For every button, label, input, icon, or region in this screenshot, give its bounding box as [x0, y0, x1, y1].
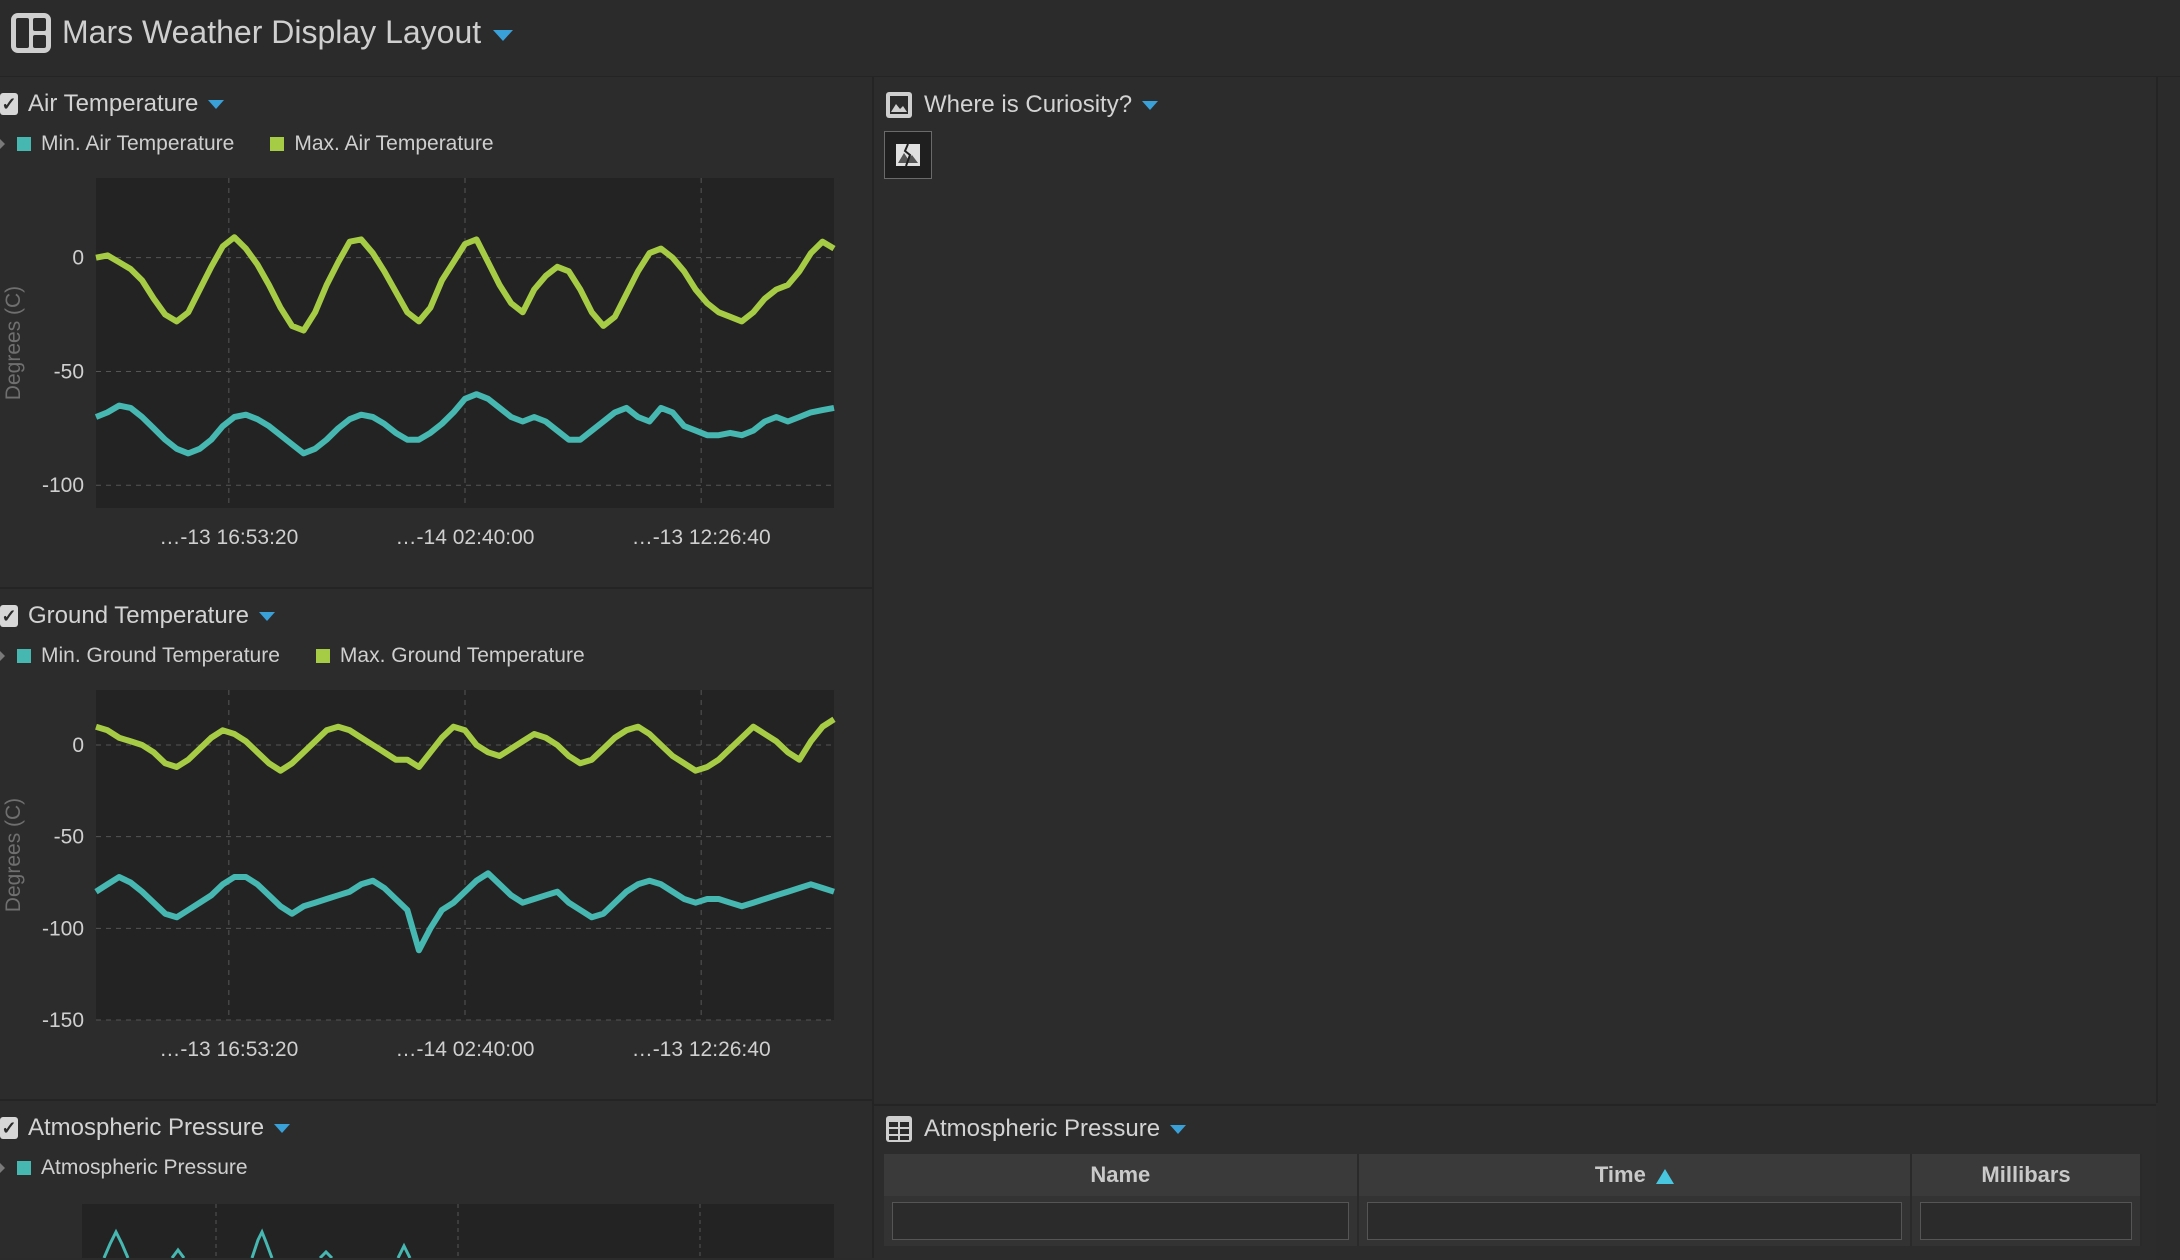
legend-item-max-ground[interactable]: Max. Ground Temperature [315, 644, 585, 668]
y-tick-label: 0 [72, 734, 84, 757]
filter-row [884, 1196, 2142, 1246]
pressure-table-menu-caret-icon[interactable] [1170, 1124, 1187, 1134]
legend-swatch-max [270, 137, 285, 151]
table-icon [886, 1116, 912, 1142]
legend-label: Min. Air Temperature [41, 132, 235, 155]
image-icon [886, 92, 912, 118]
ground-temperature-header: ✓ Ground Temperature [0, 602, 276, 630]
series-line-max [95, 234, 836, 334]
legend-swatch-max [315, 649, 330, 663]
ground-legend: Min. Ground Temperature Max. Ground Temp… [0, 644, 611, 668]
filter-cell [1357, 1196, 1913, 1246]
pressure-table-header: Atmospheric Pressure [884, 1114, 1187, 1144]
legend-item-max-air[interactable]: Max. Air Temperature [270, 132, 494, 156]
y-tick-label: -100 [42, 917, 84, 940]
legend-swatch-min [17, 137, 31, 151]
legend-item-min-ground[interactable]: Min. Ground Temperature [17, 644, 280, 668]
column-header-time[interactable]: Time [1357, 1154, 1913, 1196]
checkbox-icon[interactable]: ✓ [0, 605, 18, 627]
air-temperature-title: Air Temperature [28, 90, 199, 117]
series-line-min [94, 870, 835, 954]
air-legend: Min. Air Temperature Max. Air Temperatur… [0, 132, 520, 156]
pressure-menu-caret-icon[interactable] [274, 1123, 291, 1133]
y-axis-label: Degrees (C) [2, 286, 25, 400]
x-tick-label: …-13 16:53:20 [159, 1038, 298, 1061]
y-tick-label: 0 [72, 247, 84, 270]
pressure-title: Atmospheric Pressure [28, 1114, 265, 1141]
curiosity-menu-caret-icon[interactable] [1142, 100, 1159, 110]
series-line-max [95, 716, 836, 774]
pressure-header: ✓ Atmospheric Pressure [0, 1114, 291, 1142]
column-header-millibars[interactable]: Millibars [1911, 1154, 2142, 1196]
x-tick-label: …-13 12:26:40 [632, 526, 771, 549]
name-filter-input[interactable] [892, 1202, 1349, 1240]
legend-swatch-pressure [17, 1161, 31, 1175]
air-temperature-header: ✓ Air Temperature [0, 90, 225, 118]
sort-ascending-icon[interactable] [1655, 1168, 1674, 1184]
x-tick-label: …-13 16:53:20 [159, 526, 298, 549]
curiosity-header: Where is Curiosity? [884, 90, 1159, 120]
y-tick-label: -50 [54, 360, 84, 383]
legend-item-min-air[interactable]: Min. Air Temperature [17, 132, 234, 156]
pressure-series-line [102, 1228, 412, 1258]
ground-temperature-title: Ground Temperature [28, 602, 250, 629]
column-label: Name [1090, 1162, 1151, 1187]
air-temperature-chart[interactable]: 0 -50 -100 …-13 16:53:20 …-14 02:40:00 …-13 1… [0, 170, 860, 560]
filter-cell [884, 1196, 1359, 1246]
column-label: Time [1594, 1162, 1646, 1187]
legend-label: Max. Air Temperature [294, 132, 494, 155]
ground-menu-caret-icon[interactable] [259, 611, 276, 621]
pressure-legend: Atmospheric Pressure [0, 1156, 274, 1180]
pressure-chart[interactable] [0, 1196, 860, 1258]
checkbox-icon[interactable]: ✓ [0, 93, 18, 115]
legend-swatch-min [17, 649, 31, 663]
legend-expand-icon[interactable] [0, 651, 5, 661]
legend-label: Max. Ground Temperature [339, 644, 585, 667]
x-tick-label: …-13 12:26:40 [632, 1038, 771, 1061]
curiosity-title: Where is Curiosity? [924, 91, 1133, 118]
y-axis-label: Degrees (C) [2, 798, 25, 912]
millibars-filter-input[interactable] [1920, 1202, 2132, 1240]
app-header: Mars Weather Display Layout [0, 0, 2180, 77]
time-filter-input[interactable] [1366, 1202, 1903, 1240]
legend-label: Min. Ground Temperature [41, 644, 280, 667]
pressure-table-title: Atmospheric Pressure [924, 1115, 1161, 1142]
legend-expand-icon[interactable] [0, 1163, 5, 1173]
pressure-table: Name Time Millibars [884, 1154, 2142, 1246]
y-tick-label: -150 [42, 1009, 84, 1032]
air-menu-caret-icon[interactable] [208, 99, 225, 109]
legend-expand-icon[interactable] [0, 139, 5, 149]
legend-label: Atmospheric Pressure [41, 1156, 248, 1179]
column-header-name[interactable]: Name [884, 1154, 1359, 1196]
plot-area [96, 178, 834, 508]
ground-temperature-chart[interactable]: 0 -50 -100 -150 …-13 16:53:20 …-14 02:40:00 …-… [0, 682, 860, 1072]
divider [0, 587, 872, 589]
series-line-min [94, 391, 835, 457]
broken-image-icon [884, 131, 932, 179]
y-tick-label: -100 [42, 474, 84, 497]
layout-menu-caret-icon[interactable] [493, 30, 513, 41]
y-tick-label: -50 [54, 826, 84, 849]
legend-item-pressure[interactable]: Atmospheric Pressure [17, 1156, 248, 1180]
column-label: Millibars [1981, 1162, 2071, 1187]
checkbox-icon[interactable]: ✓ [0, 1117, 18, 1139]
curiosity-pane [874, 77, 2158, 1103]
layout-title: Mars Weather Display Layout [62, 14, 482, 50]
layout-icon [11, 13, 51, 53]
filter-cell [1911, 1196, 2142, 1246]
divider [0, 1099, 872, 1101]
x-tick-label: …-14 02:40:00 [396, 1038, 535, 1061]
x-tick-label: …-14 02:40:00 [396, 526, 535, 549]
